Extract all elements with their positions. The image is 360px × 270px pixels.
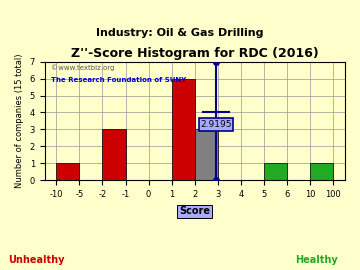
Bar xyxy=(172,79,195,180)
Y-axis label: Number of companies (15 total): Number of companies (15 total) xyxy=(15,54,24,188)
Bar xyxy=(310,163,333,180)
Title: Z''-Score Histogram for RDC (2016): Z''-Score Histogram for RDC (2016) xyxy=(71,48,319,60)
Bar xyxy=(56,163,79,180)
Text: ©www.textbiz.org: ©www.textbiz.org xyxy=(51,64,114,71)
Bar xyxy=(102,129,126,180)
Text: Healthy: Healthy xyxy=(296,255,338,265)
Text: Unhealthy: Unhealthy xyxy=(8,255,64,265)
Text: 2.9195: 2.9195 xyxy=(200,120,232,129)
Bar xyxy=(195,129,218,180)
Text: The Research Foundation of SUNY: The Research Foundation of SUNY xyxy=(51,77,186,83)
Bar xyxy=(264,163,287,180)
Text: Score: Score xyxy=(179,207,210,217)
Text: Industry: Oil & Gas Drilling: Industry: Oil & Gas Drilling xyxy=(96,28,264,38)
